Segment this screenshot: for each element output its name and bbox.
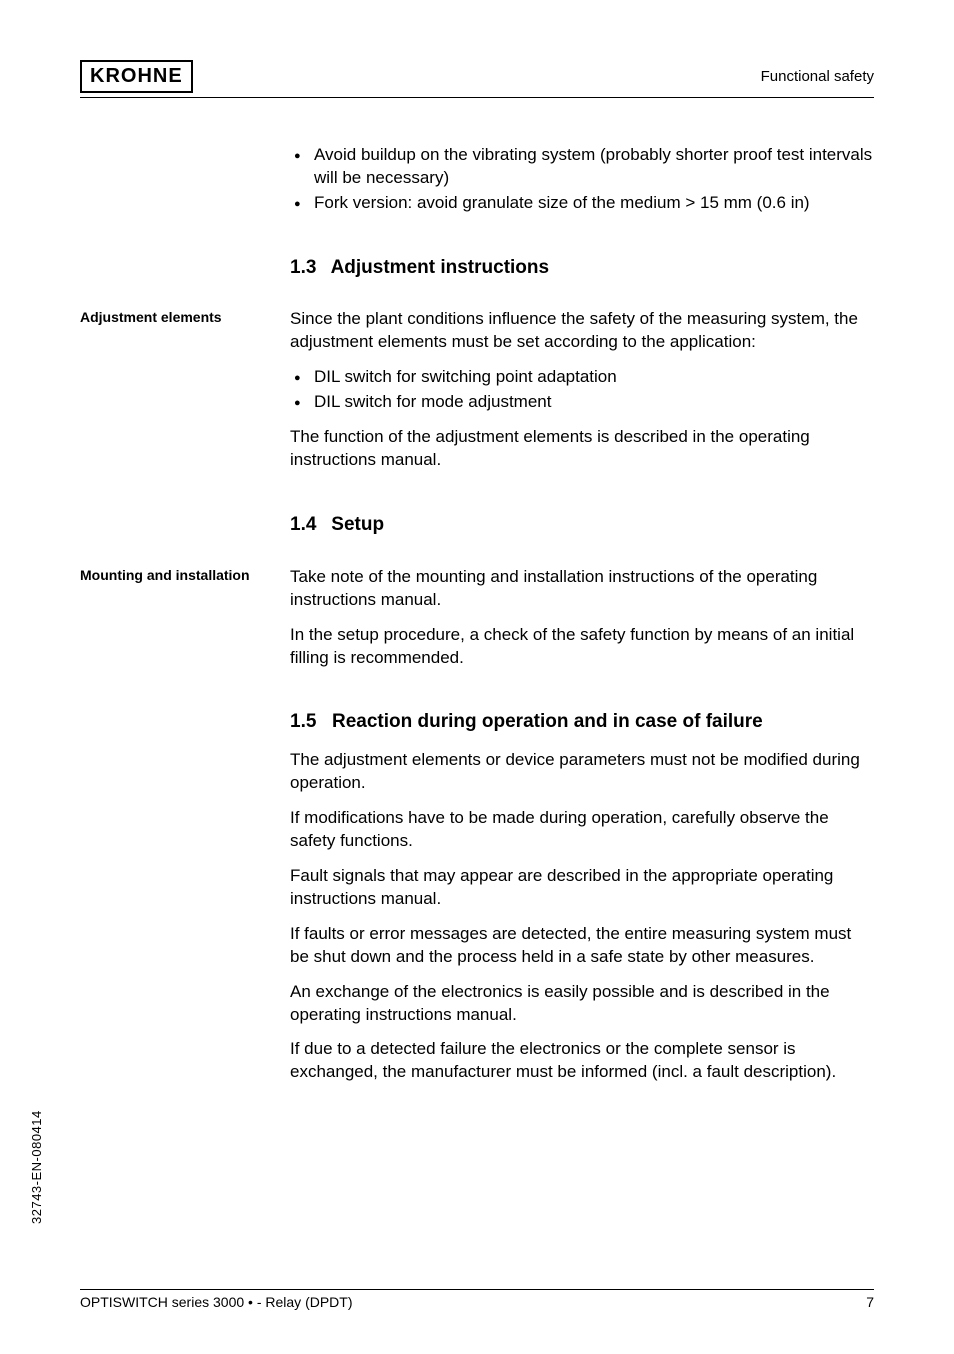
paragraph: In the setup procedure, a check of the s… [290,624,874,670]
page-footer: OPTISWITCH series 3000 • - Relay (DPDT) … [80,1289,874,1310]
list-item: DIL switch for switching point adaptatio… [290,366,874,389]
section-number: 1.4 [290,512,326,538]
page-header: KROHNE Functional safety [80,60,874,98]
content-area: Avoid buildup on the vibrating system (p… [80,144,874,1096]
section-title: Reaction during operation and in case of… [332,709,763,735]
paragraph: If modifications have to be made during … [290,807,874,853]
side-label-mounting: Mounting and installation [80,566,290,682]
document-code: 32743-EN-080414 [29,1110,44,1224]
section-title: Adjustment instructions [331,257,550,278]
section-heading-1-4: 1.4 Setup [290,512,874,538]
intro-bullet-list: Avoid buildup on the vibrating system (p… [290,144,874,215]
paragraph: If due to a detected failure the electro… [290,1038,874,1084]
paragraph: Fault signals that may appear are descri… [290,865,874,911]
list-item: Avoid buildup on the vibrating system (p… [290,144,874,190]
paragraph: The adjustment elements or device parame… [290,749,874,795]
section-number: 1.3 [290,255,326,281]
list-item: DIL switch for mode adjustment [290,391,874,414]
footer-page-number: 7 [866,1294,874,1310]
paragraph: The function of the adjustment elements … [290,426,874,472]
paragraph: If faults or error messages are detected… [290,923,874,969]
footer-left: OPTISWITCH series 3000 • - Relay (DPDT) [80,1294,353,1310]
side-label-adjustment-elements: Adjustment elements [80,308,290,484]
brand-logo: KROHNE [80,60,193,93]
paragraph: Take note of the mounting and installati… [290,566,874,612]
section-number: 1.5 [290,709,332,735]
paragraph: An exchange of the electronics is easily… [290,981,874,1027]
list-item: Fork version: avoid granulate size of th… [290,192,874,215]
header-section-title: Functional safety [761,68,874,85]
section-title: Setup [331,514,384,535]
section-heading-1-5: 1.5 Reaction during operation and in cas… [290,709,874,735]
bullet-list: DIL switch for switching point adaptatio… [290,366,874,414]
paragraph: Since the plant conditions influence the… [290,308,874,354]
section-heading-1-3: 1.3 Adjustment instructions [290,255,874,281]
